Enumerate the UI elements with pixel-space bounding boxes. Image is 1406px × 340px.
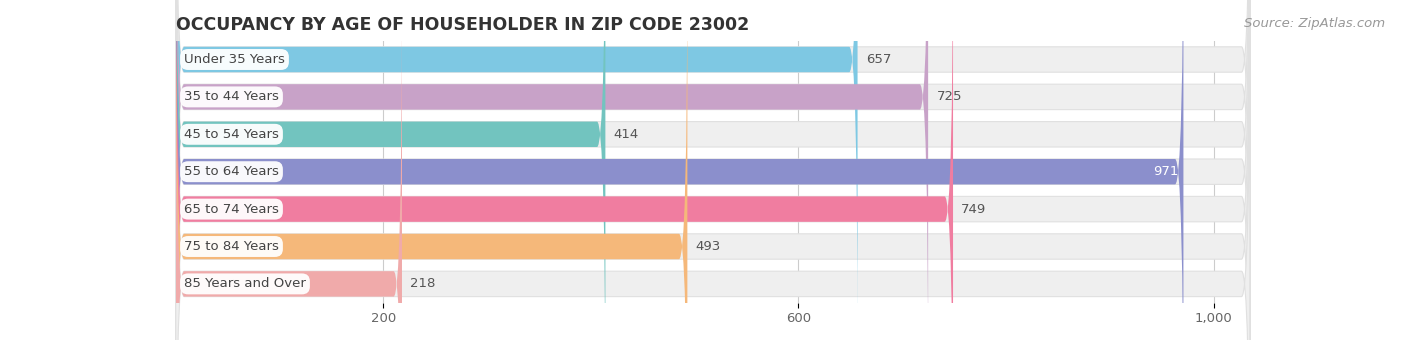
FancyBboxPatch shape: [176, 0, 953, 340]
FancyBboxPatch shape: [176, 0, 1250, 340]
Text: 971: 971: [1153, 165, 1178, 178]
Text: 35 to 44 Years: 35 to 44 Years: [184, 90, 278, 103]
Text: 493: 493: [696, 240, 721, 253]
FancyBboxPatch shape: [176, 0, 1250, 340]
FancyBboxPatch shape: [176, 0, 1250, 340]
Text: 55 to 64 Years: 55 to 64 Years: [184, 165, 278, 178]
FancyBboxPatch shape: [176, 0, 1250, 340]
Text: 657: 657: [866, 53, 891, 66]
FancyBboxPatch shape: [176, 0, 688, 340]
Text: 414: 414: [613, 128, 638, 141]
Text: OCCUPANCY BY AGE OF HOUSEHOLDER IN ZIP CODE 23002: OCCUPANCY BY AGE OF HOUSEHOLDER IN ZIP C…: [176, 16, 749, 34]
FancyBboxPatch shape: [176, 0, 402, 340]
Text: 725: 725: [936, 90, 962, 103]
FancyBboxPatch shape: [176, 0, 858, 340]
Text: 749: 749: [962, 203, 987, 216]
Text: 75 to 84 Years: 75 to 84 Years: [184, 240, 278, 253]
FancyBboxPatch shape: [176, 0, 1184, 340]
FancyBboxPatch shape: [176, 0, 606, 340]
Text: Source: ZipAtlas.com: Source: ZipAtlas.com: [1244, 17, 1385, 30]
Text: 65 to 74 Years: 65 to 74 Years: [184, 203, 278, 216]
FancyBboxPatch shape: [176, 0, 1250, 340]
Text: 218: 218: [411, 277, 436, 290]
Text: 45 to 54 Years: 45 to 54 Years: [184, 128, 278, 141]
FancyBboxPatch shape: [176, 0, 1250, 340]
Text: 85 Years and Over: 85 Years and Over: [184, 277, 307, 290]
FancyBboxPatch shape: [176, 0, 1250, 340]
Text: Under 35 Years: Under 35 Years: [184, 53, 285, 66]
FancyBboxPatch shape: [176, 0, 928, 340]
